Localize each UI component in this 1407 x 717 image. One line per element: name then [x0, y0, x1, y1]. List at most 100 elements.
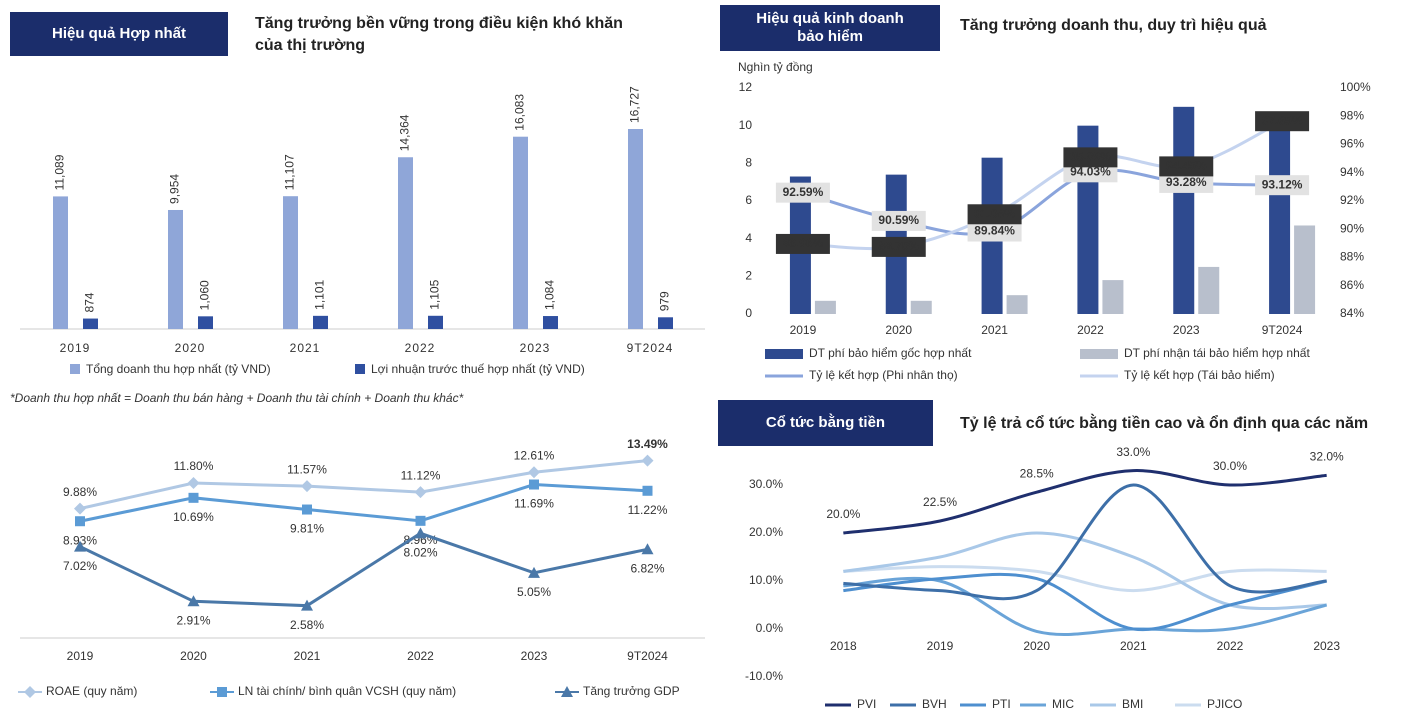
bar: [1102, 280, 1124, 314]
y-tick-label: 10.0%: [749, 573, 783, 587]
value-label: 8.02%: [403, 546, 437, 560]
value-label: 95.09%: [1070, 150, 1111, 164]
x-tick-label: 2019: [60, 341, 91, 355]
bar: [198, 316, 213, 329]
marker: [415, 515, 426, 526]
label-box: [1255, 111, 1310, 132]
value-label: 11.12%: [401, 468, 441, 482]
value-label: 5.05%: [517, 585, 551, 599]
y-tick-label: 6: [745, 193, 752, 207]
value-label: 1,060: [198, 280, 212, 310]
legend-label: DT phí nhận tái bảo hiểm hợp nhất: [1124, 346, 1310, 360]
bar: [313, 315, 328, 329]
marker: [74, 502, 86, 515]
marker: [642, 485, 653, 496]
x-tick-label: 2023: [1173, 323, 1200, 337]
label-box: [775, 182, 830, 203]
legend-label: Tỷ lệ kết hợp (Tái bảo hiểm): [1124, 368, 1275, 382]
badge-text: Cổ tức bằng tiền: [766, 413, 885, 431]
value-label: 93.28%: [1166, 175, 1207, 189]
y-tick-label: 12: [739, 80, 753, 94]
y2-tick-label: 96%: [1340, 137, 1364, 151]
value-label: 89.84%: [974, 224, 1015, 238]
x-tick-label: 9T2024: [627, 341, 674, 355]
value-label: 13.49%: [627, 437, 668, 451]
line: [79, 531, 648, 608]
label-box: [967, 204, 1022, 225]
value-label: 1,101: [313, 279, 327, 309]
value-label: 11,107: [283, 154, 297, 190]
marker: [301, 480, 313, 493]
legend-label: LN tài chính/ bình quân VCSH (quy năm): [238, 684, 456, 698]
x-tick-label: 2021: [981, 323, 1008, 337]
y2-tick-label: 98%: [1340, 108, 1364, 122]
y-tick-label: -10.0%: [745, 669, 783, 683]
y-tick-label: 8: [745, 156, 752, 170]
axis-label: Nghìn tỷ đồng: [738, 60, 813, 74]
marker: [529, 479, 539, 490]
label-box: [1159, 172, 1214, 193]
value-label: 91.06%: [974, 206, 1015, 220]
legend-label: BMI: [1122, 697, 1143, 711]
x-tick-label: 2020: [175, 341, 206, 355]
value-label: 20.0%: [826, 507, 860, 521]
bar: [398, 157, 413, 329]
marker: [187, 595, 200, 607]
bar: [1173, 106, 1195, 314]
legend-label: Tổng doanh thu hợp nhất (tỷ VND): [86, 362, 271, 376]
line: [79, 459, 648, 511]
y2-tick-label: 100%: [1340, 80, 1371, 94]
x-tick-label: 2023: [521, 649, 548, 663]
section-badge: [718, 400, 933, 446]
value-label: 6.82%: [630, 561, 664, 575]
value-label: 16,083: [513, 94, 527, 131]
x-tick-label: 2019: [790, 323, 817, 337]
value-label: 11.80%: [174, 459, 214, 473]
label-box: [871, 210, 926, 231]
bar: [1294, 225, 1316, 314]
value-label: 33.0%: [1116, 445, 1150, 459]
marker: [75, 516, 85, 527]
y-tick-label: 10: [739, 118, 753, 132]
line: [843, 469, 1327, 535]
y2-tick-label: 84%: [1340, 306, 1364, 320]
y-tick-label: 20.0%: [749, 525, 783, 539]
y-tick-label: 0.0%: [756, 621, 784, 635]
section-badge: [720, 5, 940, 51]
marker: [414, 486, 427, 499]
value-label: 16,727: [628, 86, 642, 123]
value-label: 8.93%: [63, 533, 97, 547]
label-box: [775, 233, 830, 254]
line: [843, 483, 1327, 601]
label-box: [967, 221, 1022, 242]
value-label: 874: [83, 292, 97, 312]
value-label: 979: [658, 291, 672, 311]
label-box: [1063, 147, 1118, 168]
value-label: 22.5%: [923, 495, 957, 509]
value-label: 9.88%: [63, 485, 97, 499]
marker: [24, 686, 36, 698]
line: [79, 483, 648, 523]
bar: [428, 315, 443, 329]
marker: [528, 466, 540, 479]
badge-text: bảo hiểm: [797, 28, 863, 45]
legend-label: ROAE (quy năm): [46, 684, 137, 698]
value-label: 30.0%: [1213, 459, 1247, 473]
legend-label: BVH: [922, 697, 947, 711]
badge-text: Hiệu quả kinh doanh: [756, 10, 904, 27]
value-label: 1,084: [543, 280, 557, 310]
legend-label: MIC: [1052, 697, 1074, 711]
bar: [658, 317, 673, 329]
value-label: 12.61%: [514, 448, 555, 462]
x-tick-label: 2022: [407, 649, 434, 663]
bar: [910, 300, 932, 314]
marker: [74, 540, 86, 552]
value-label: 97.65%: [1262, 113, 1303, 127]
badge-text: Hiệu quả Hợp nhất: [52, 25, 186, 42]
value-label: 11,089: [53, 154, 67, 190]
marker: [641, 543, 654, 555]
value-label: 11.57%: [287, 462, 327, 476]
x-tick-label: 2018: [830, 639, 857, 653]
x-tick-label: 2019: [927, 639, 954, 653]
marker: [528, 566, 540, 578]
